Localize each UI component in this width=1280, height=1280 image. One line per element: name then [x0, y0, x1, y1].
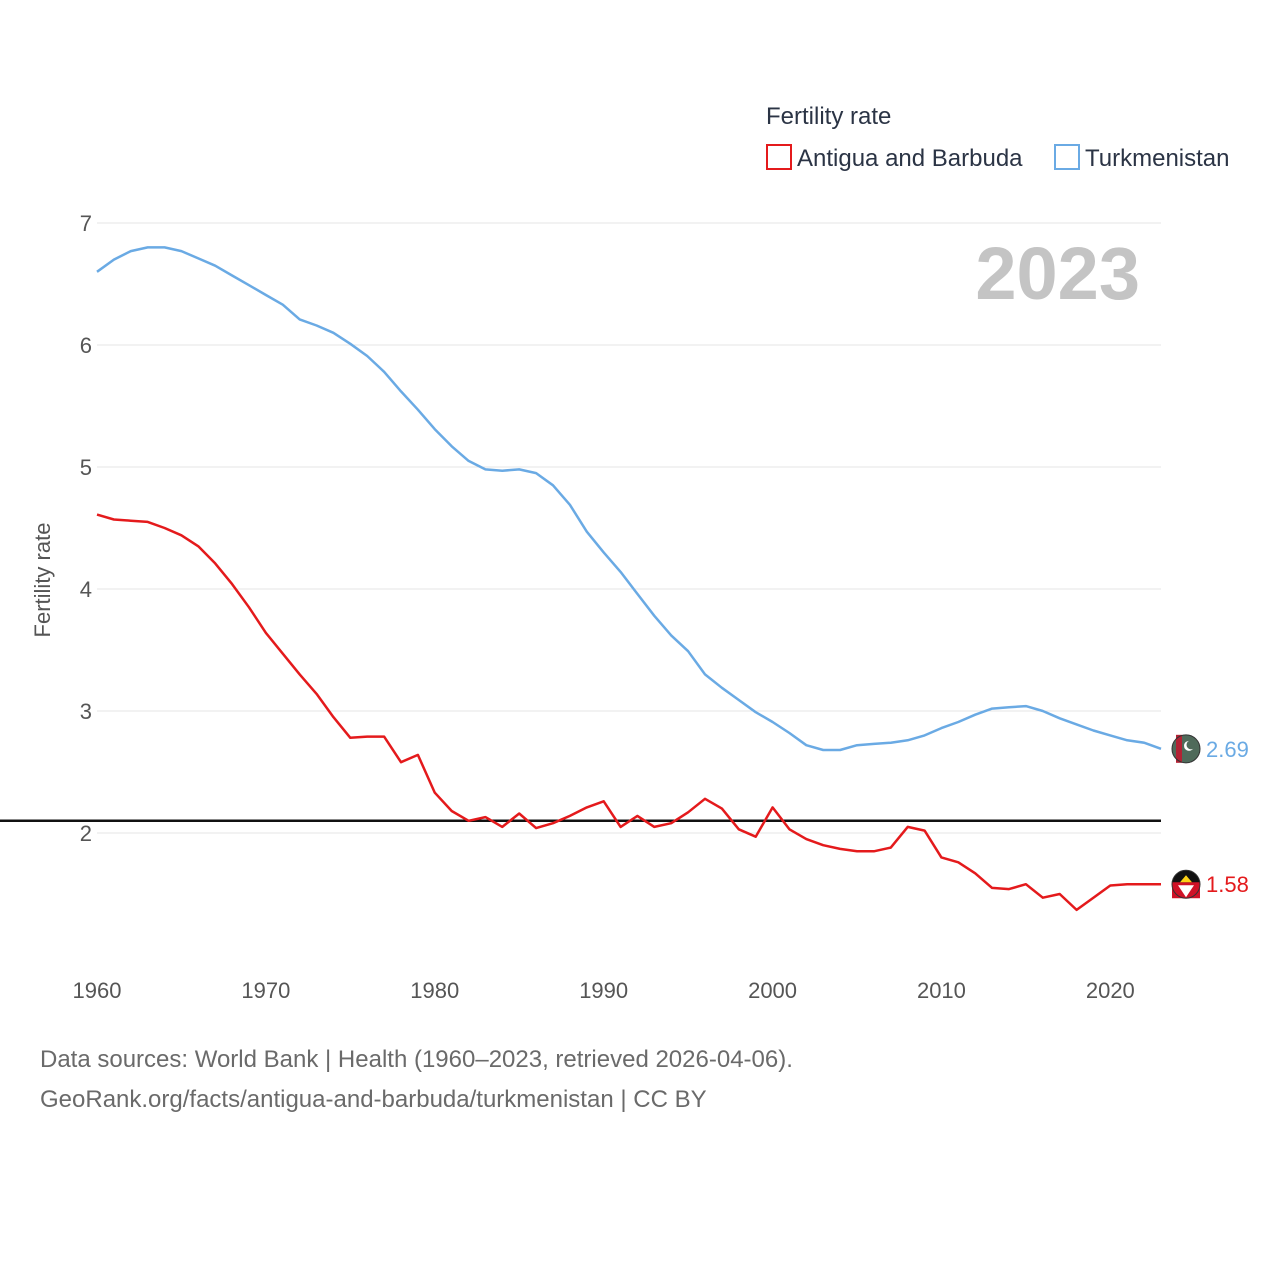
y-tick-label-2: 2 [80, 821, 92, 846]
x-tick-label-2000: 2000 [748, 978, 797, 1003]
x-tick-label-1990: 1990 [579, 978, 628, 1003]
end-markers: 1.58 2.69 [1171, 734, 1249, 899]
end-value-label-turkmenistan: 2.69 [1206, 737, 1249, 762]
x-axis-ticks: 1960 1970 1980 1990 2000 2010 2020 [73, 978, 1135, 1003]
x-tick-label-1980: 1980 [410, 978, 459, 1003]
y-axis-ticks: 2 3 4 5 6 7 [80, 211, 92, 846]
gridlines [97, 222, 1161, 834]
legend-label-antigua-and-barbuda: Antigua and Barbuda [797, 145, 1023, 172]
y-tick-label-7: 7 [80, 211, 92, 236]
series-lines [96, 246, 1162, 912]
legend-swatch-antigua-and-barbuda [766, 144, 792, 170]
legend-swatch-turkmenistan [1054, 144, 1080, 170]
legend-item-turkmenistan[interactable]: Turkmenistan [1054, 144, 1230, 172]
y-axis-title: Fertility rate [30, 523, 55, 638]
year-watermark: 2023 [975, 232, 1140, 315]
turkmenistan-flag-icon [1171, 734, 1201, 764]
y-tick-label-6: 6 [80, 333, 92, 358]
series-line-turkmenistan[interactable] [96, 246, 1162, 752]
series-line-antigua-and-barbuda[interactable] [96, 513, 1161, 912]
footer-sources: Data sources: World Bank | Health (1960–… [40, 1046, 793, 1073]
footer-attribution[interactable]: GeoRank.org/facts/antigua-and-barbuda/tu… [40, 1086, 707, 1113]
legend-item-antigua-and-barbuda[interactable]: Antigua and Barbuda [766, 144, 1023, 172]
x-tick-label-2020: 2020 [1086, 978, 1135, 1003]
fertility-rate-chart: Fertility rate Antigua and Barbuda Turkm… [0, 103, 1249, 1003]
legend-title: Fertility rate [766, 103, 891, 130]
y-tick-label-3: 3 [80, 699, 92, 724]
y-tick-label-5: 5 [80, 455, 92, 480]
y-tick-label-4: 4 [80, 577, 92, 602]
antigua-and-barbuda-flag-icon [1171, 869, 1201, 899]
end-value-label-antigua-and-barbuda: 1.58 [1206, 872, 1249, 897]
x-tick-label-1960: 1960 [73, 978, 122, 1003]
x-tick-label-2010: 2010 [917, 978, 966, 1003]
x-tick-label-1970: 1970 [241, 978, 290, 1003]
legend-label-turkmenistan: Turkmenistan [1085, 145, 1230, 172]
